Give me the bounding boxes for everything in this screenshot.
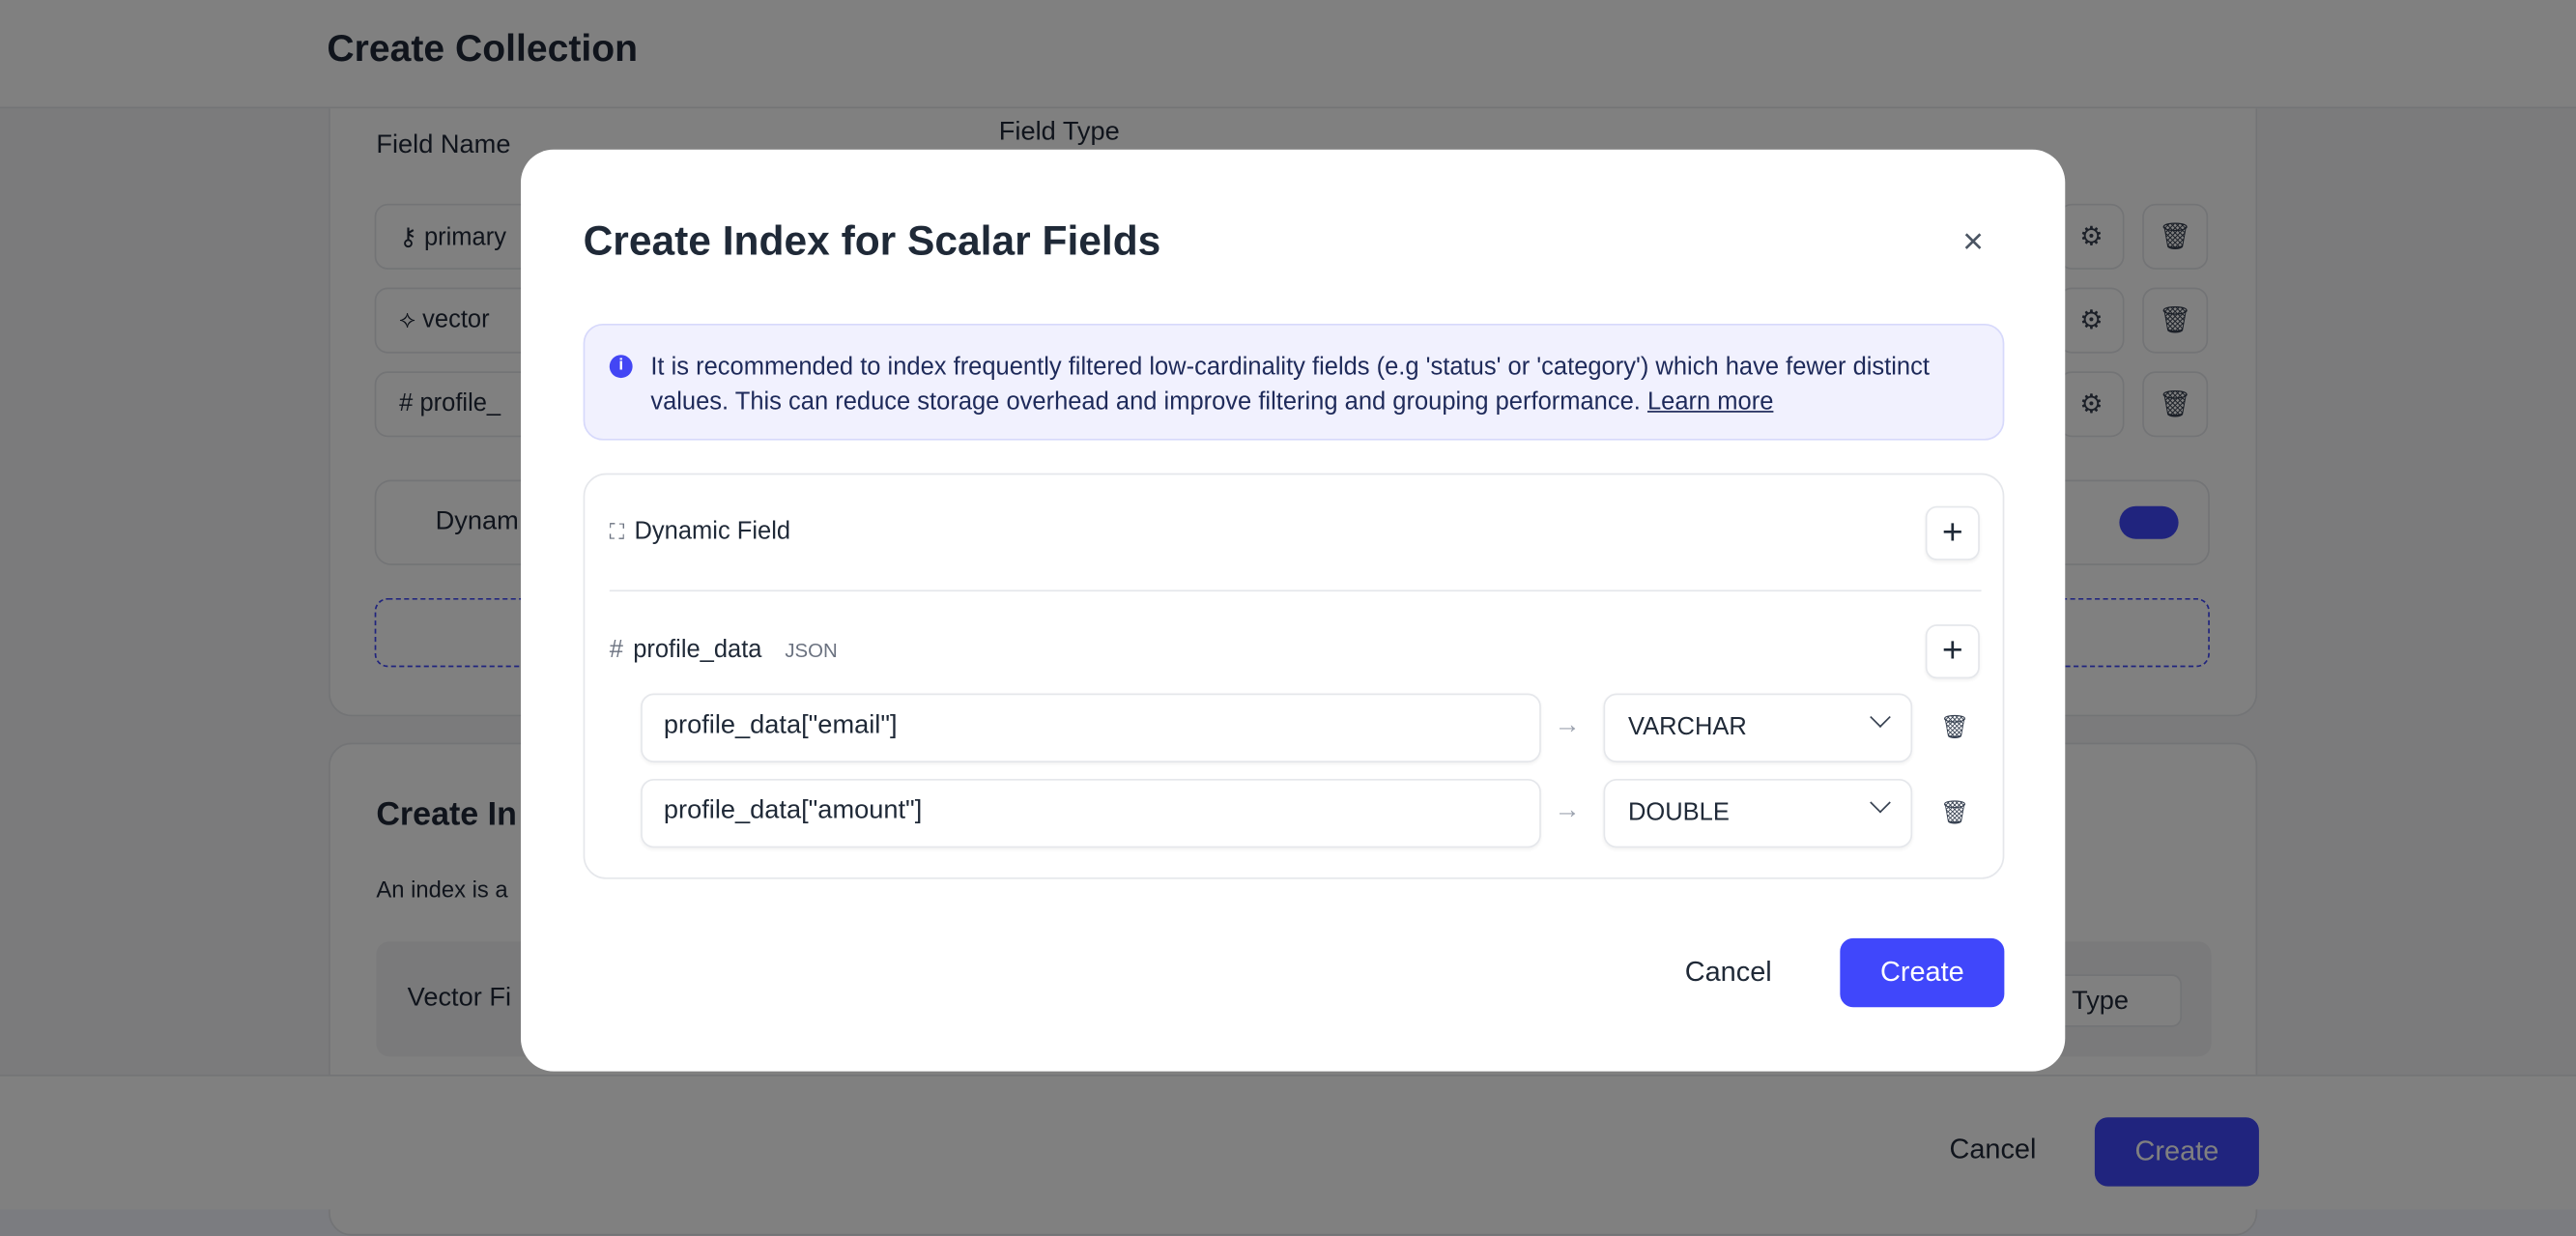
add-dynamic-index-button[interactable]: + [1925, 505, 1980, 561]
gear-icon: ⚙ [2079, 306, 2104, 335]
cancel-button[interactable]: Cancel [1684, 956, 1772, 988]
scalar-fields-panel: ⛶ Dynamic Field + # profile_data JSON + pro… [583, 473, 2005, 879]
create-index-modal: Create Index for Scalar Fields × i It is… [520, 149, 2066, 1072]
field-name-header: Field Name [376, 131, 511, 159]
trash-icon[interactable]: 🗑 [1940, 712, 1970, 740]
page-title: Create Collection [327, 26, 638, 70]
field-type-header: Field Type [998, 118, 1120, 147]
trash-icon: 🗑 [2158, 390, 2192, 419]
delete-button[interactable]: 🗑 [2142, 203, 2209, 270]
trash-icon: 🗑 [2158, 223, 2192, 252]
dynamic-toggle[interactable] [2119, 505, 2179, 539]
trash-icon[interactable]: 🗑 [1940, 798, 1970, 825]
json-field-section: # profile_data JSON [609, 636, 838, 664]
header: Create Collection [0, 0, 2576, 109]
modal-title: Create Index for Scalar Fields [583, 218, 1161, 265]
gear-icon: ⚙ [2079, 223, 2104, 252]
learn-more-link[interactable]: Learn more [1646, 388, 1774, 417]
chevron-down-icon [1870, 791, 1891, 814]
gear-icon: ⚙ [2079, 390, 2104, 419]
json-path-input[interactable]: profile_data["amount"] [641, 778, 1541, 848]
dynamic-field-icon: ⛶ [609, 518, 625, 543]
arrow-right-icon: → [1554, 711, 1581, 740]
arrow-right-icon: → [1554, 796, 1581, 825]
info-banner: i It is recommended to index frequently … [583, 323, 2005, 441]
footer-cancel-button[interactable]: Cancel [1949, 1134, 2037, 1165]
info-text: It is recommended to index frequently fi… [650, 353, 1930, 417]
cast-type-select[interactable]: DOUBLE [1603, 778, 1913, 848]
delete-button[interactable]: 🗑 [2142, 287, 2209, 354]
dynamic-field-section: ⛶ Dynamic Field [609, 517, 791, 546]
info-icon: i [609, 355, 633, 379]
footer-create-button[interactable]: Create [2094, 1117, 2259, 1187]
add-json-index-button[interactable]: + [1925, 624, 1980, 679]
hash-icon: # [399, 388, 420, 417]
json-path-input[interactable]: profile_data["email"] [641, 693, 1541, 762]
create-button[interactable]: Create [1840, 937, 2005, 1008]
settings-button[interactable]: ⚙ [2058, 287, 2125, 354]
hash-icon: # [609, 636, 623, 664]
index-desc: An index is a [376, 876, 508, 903]
chevron-down-icon [1870, 706, 1891, 729]
delete-button[interactable]: 🗑 [2142, 371, 2209, 438]
vector-icon: ⟡ [399, 305, 423, 334]
close-icon[interactable]: × [1962, 219, 1984, 262]
divider [609, 589, 1982, 592]
field-type-tag: JSON [785, 638, 838, 662]
settings-button[interactable]: ⚙ [2058, 203, 2125, 270]
settings-button[interactable]: ⚙ [2058, 371, 2125, 438]
cast-type-select[interactable]: VARCHAR [1603, 693, 1913, 762]
key-icon: ⚷ [399, 223, 424, 252]
index-title: Create In [376, 796, 517, 834]
footer: Cancel Create [0, 1074, 2576, 1210]
trash-icon: 🗑 [2158, 306, 2192, 335]
